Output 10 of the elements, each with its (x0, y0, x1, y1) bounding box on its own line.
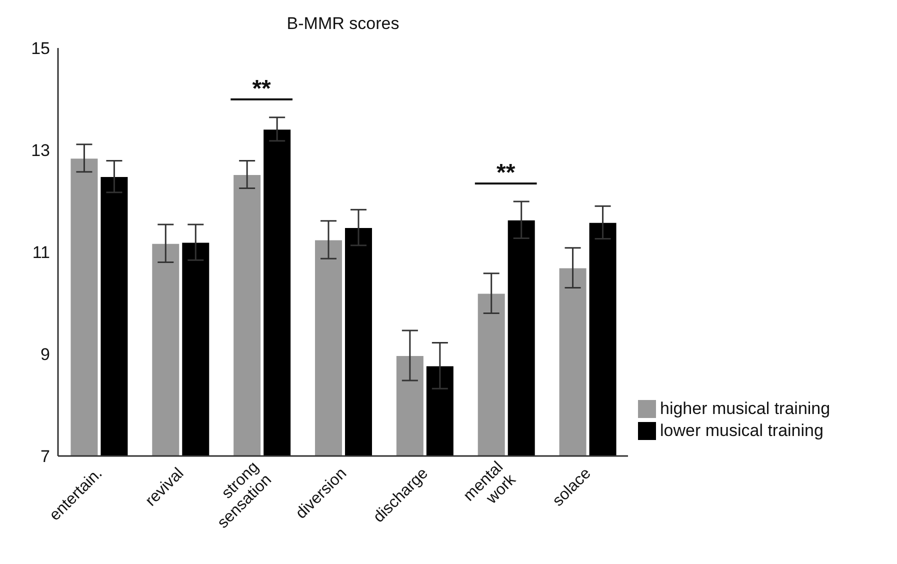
y-tick-label: 11 (32, 243, 50, 262)
legend-label: lower musical training (660, 420, 824, 442)
legend-label: higher musical training (660, 398, 830, 420)
y-tick-label: 13 (31, 141, 50, 160)
y-tick-label: 15 (31, 39, 50, 58)
chart-title: B-MMR scores (286, 14, 400, 34)
y-tick-label: 9 (40, 345, 50, 364)
y-tick-label: 7 (40, 447, 50, 466)
annotation: ** (496, 160, 516, 187)
annotation: ** (252, 75, 272, 102)
